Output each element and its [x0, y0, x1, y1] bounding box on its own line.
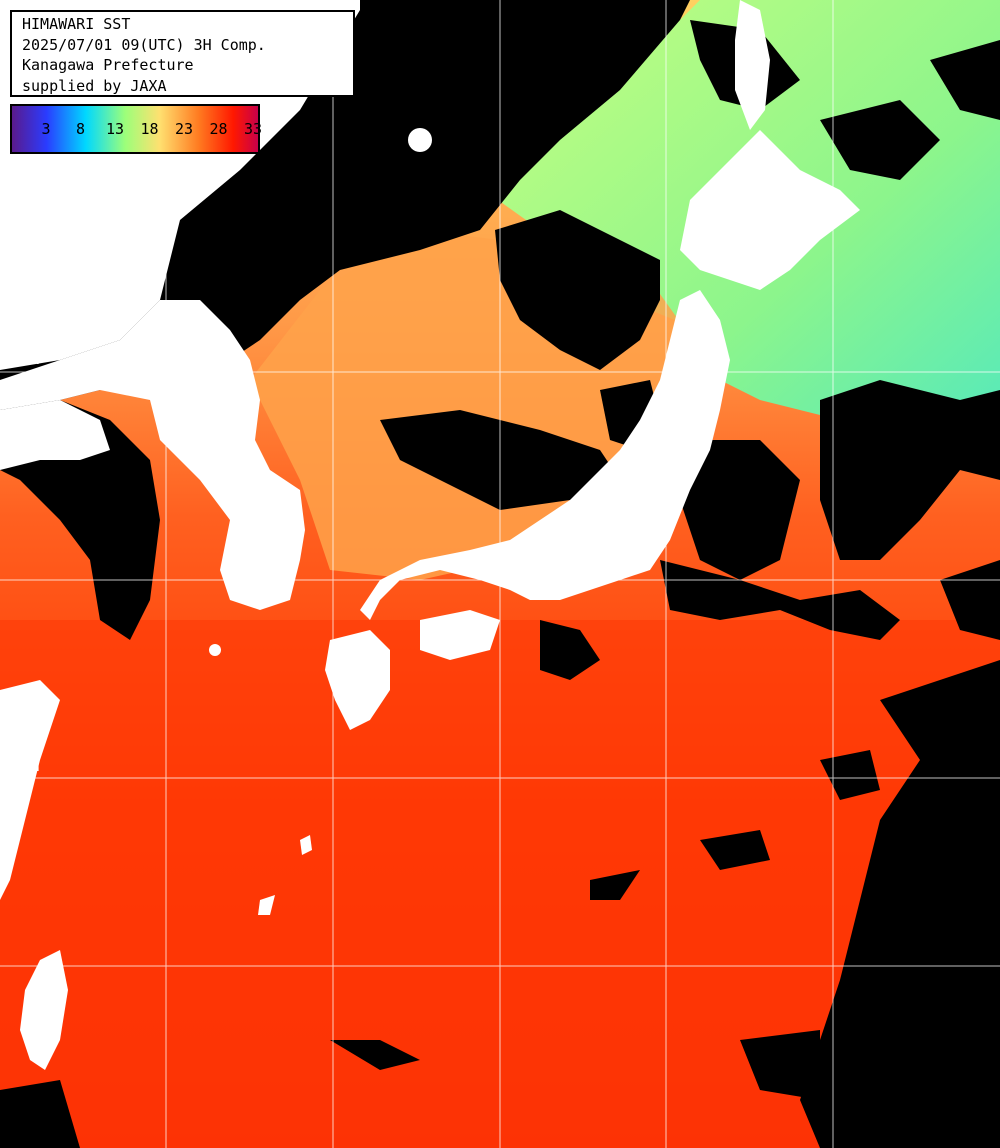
date-line: 2025/07/01 09(UTC) 3H Comp. [22, 35, 266, 54]
land-island-north [408, 128, 432, 152]
legend-tick-label: 8 [75, 120, 86, 138]
land-sakhalin [735, 0, 770, 130]
land-ryukyu-2 [300, 835, 312, 855]
legend-tick-label: 3 [41, 120, 51, 138]
land-kyushu [325, 630, 390, 730]
land-taiwan [20, 950, 68, 1070]
legend-tick-label: 28 [209, 120, 228, 138]
lat-label-30n: 30N [16, 760, 40, 775]
info-box: HIMAWARI SST 2025/07/01 09(UTC) 3H Comp.… [10, 10, 355, 97]
source-line: supplied by JAXA [22, 76, 167, 95]
land-honshu [360, 290, 730, 620]
legend-tick-label: 18 [140, 120, 159, 138]
legend-tick-label: 13 [105, 120, 125, 138]
land-shikoku [420, 610, 500, 660]
legend-labels: 3 8 13 18 23 28 33 [12, 106, 262, 152]
legend-tick-label: 33 [243, 120, 263, 138]
land-shandong [0, 400, 110, 470]
region-line: Kanagawa Prefecture [22, 56, 194, 74]
lat-label-40n: 40N [16, 353, 40, 368]
land-korea [0, 300, 305, 610]
land-china-coast [0, 680, 60, 900]
land-island-jeju [209, 644, 221, 656]
legend-gradient-bar [12, 106, 258, 152]
land-hokkaido [680, 130, 860, 290]
title-line: HIMAWARI SST [22, 15, 131, 33]
land-ryukyu-1 [258, 895, 275, 915]
color-legend: 3 8 13 18 23 28 33 [10, 104, 262, 154]
legend-tick-label: 23 [174, 120, 194, 138]
